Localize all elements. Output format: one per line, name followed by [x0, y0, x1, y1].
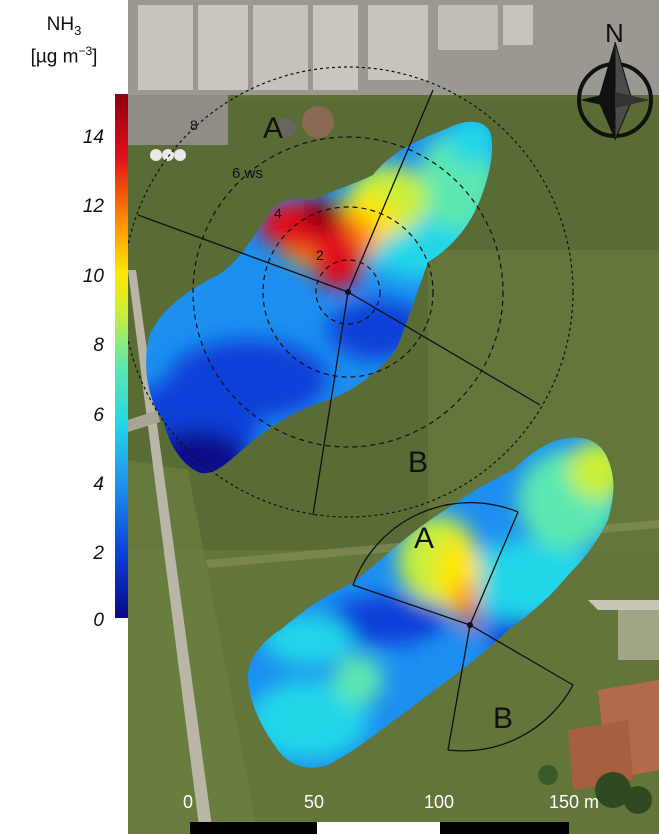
- map-canvas: A B A B 6 ws 2 4 8 N 0 50 100 150 m: [128, 0, 659, 834]
- legend-unit-superscript: −3: [78, 44, 93, 58]
- scale-bar: 0 50 100 150 m: [183, 792, 599, 834]
- scale-segment-2: [317, 822, 440, 834]
- legend-tick-14: 14: [82, 127, 104, 148]
- legend-unit-text: µg m: [35, 46, 79, 68]
- legend-tick-0: 0: [93, 610, 104, 631]
- colorbar-gradient: [115, 94, 128, 618]
- north-label: N: [605, 18, 624, 48]
- legend-title-text: NH: [46, 14, 75, 35]
- source-marker-top: [345, 289, 351, 295]
- legend-title: NH3: [0, 14, 128, 38]
- ring-8ws: [128, 66, 574, 518]
- ring-label-4: 4: [274, 205, 282, 221]
- sampling-sector-bottom: [352, 502, 574, 752]
- legend-tick-10: 10: [82, 266, 104, 287]
- colorbar-legend: NH3 [µg m−3] 14 12 10 8 6 4 2 0: [0, 0, 128, 834]
- ring-label-ws: 6 ws: [232, 165, 263, 182]
- sector-label-A-bottom: A: [414, 522, 434, 555]
- legend-unit-close: ]: [92, 46, 98, 68]
- legend-tick-8: 8: [93, 335, 104, 356]
- scale-segment-1: [190, 822, 317, 834]
- legend-tick-4: 4: [93, 474, 104, 495]
- legend-tick-6: 6: [93, 405, 104, 426]
- ring-4ws: [262, 206, 434, 378]
- scale-segment-3: [440, 822, 569, 834]
- ring-label-2: 2: [316, 247, 324, 263]
- north-arrow-icon: N: [577, 18, 653, 141]
- scale-label-150: 150 m: [549, 792, 599, 812]
- legend-unit: [µg m−3]: [0, 44, 128, 68]
- scale-label-50: 50: [304, 792, 324, 812]
- sector-label-B-bottom: B: [493, 702, 513, 735]
- sector-label-B-top: B: [408, 446, 428, 479]
- legend-tick-12: 12: [82, 196, 104, 217]
- ring-6ws: [192, 136, 504, 448]
- legend-title-subscript: 3: [74, 22, 82, 38]
- scale-label-0: 0: [183, 792, 193, 812]
- ring-label-8: 8: [190, 117, 198, 133]
- source-marker-bottom: [467, 622, 473, 628]
- legend-tick-2: 2: [93, 543, 104, 564]
- farm-buildings: [538, 600, 659, 814]
- sector-label-A-top: A: [263, 112, 283, 145]
- sampling-sector-top: [128, 66, 574, 518]
- satellite-map[interactable]: A B A B 6 ws 2 4 8 N 0 50 100 150 m: [128, 0, 659, 834]
- legend-unit-open: [: [30, 46, 36, 68]
- industrial-buildings: [128, 0, 659, 161]
- scale-label-100: 100: [424, 792, 454, 812]
- colorbar: [115, 94, 128, 618]
- ring-2ws: [315, 259, 381, 325]
